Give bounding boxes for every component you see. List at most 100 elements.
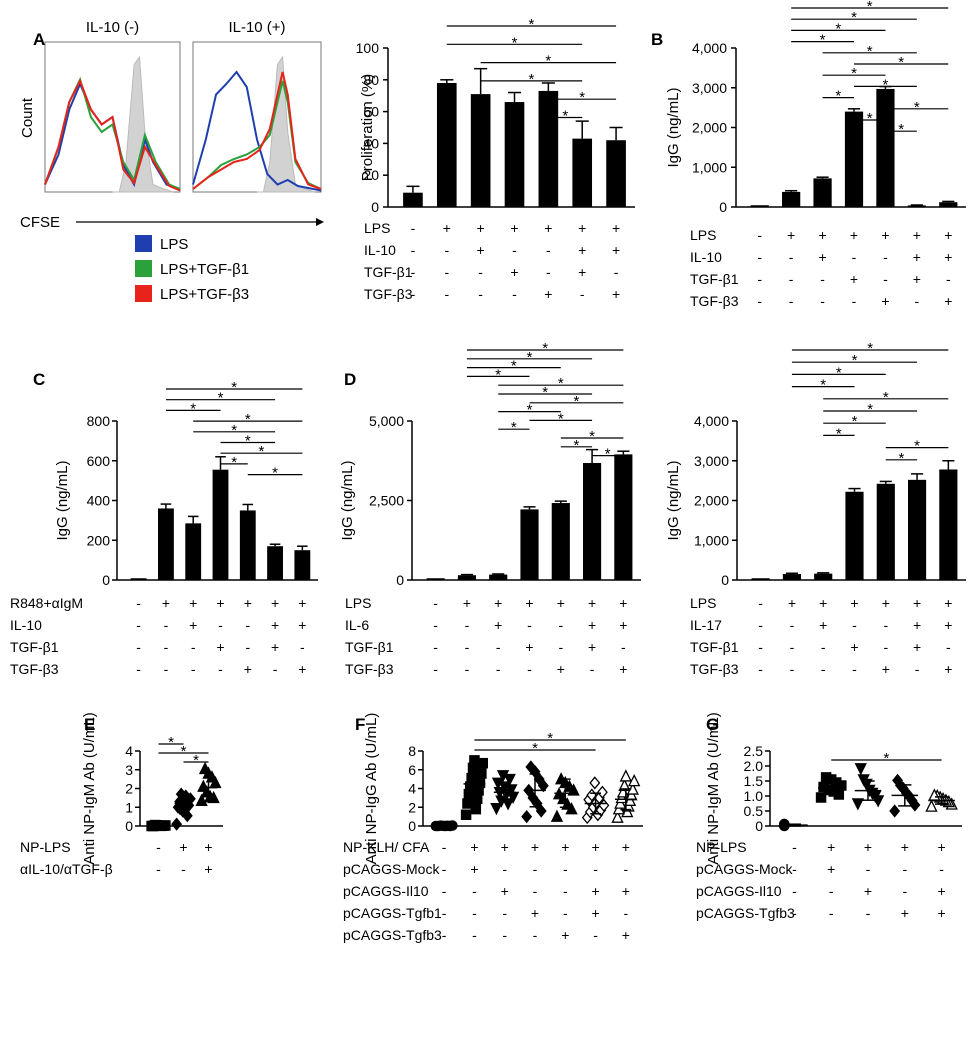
condition-mark: +: [544, 286, 552, 302]
condition-mark: +: [510, 264, 518, 280]
condition-mark: +: [881, 227, 889, 243]
condition-mark: +: [443, 220, 451, 236]
condition-mark: -: [496, 639, 501, 655]
condition-mark: +: [622, 839, 630, 855]
condition-mark: +: [913, 639, 921, 655]
condition-mark: -: [580, 286, 585, 302]
y-tick-label: 3,000: [692, 80, 727, 96]
condition-mark: +: [850, 271, 858, 287]
cfse-arrow-head: [316, 218, 324, 226]
condition-mark: +: [162, 595, 170, 611]
significance-star: *: [190, 400, 196, 417]
y-tick-label: 1,000: [694, 532, 729, 548]
y-tick-label: 2,500: [369, 493, 404, 509]
condition-mark: -: [902, 883, 907, 899]
significance-star: *: [820, 32, 826, 49]
histogram-frame: [192, 41, 322, 193]
significance-star: *: [511, 358, 517, 375]
y-axis-label: IgG (ng/mL): [665, 87, 682, 167]
condition-label: NP-LPS: [696, 839, 747, 855]
condition-mark: +: [944, 617, 952, 633]
condition-mark: +: [588, 595, 596, 611]
condition-label: pCAGGS-Tgfb1: [343, 905, 442, 921]
condition-mark: -: [533, 861, 538, 877]
panel-label-c: C: [33, 370, 45, 389]
condition-label: TGF-β3: [690, 661, 739, 677]
condition-mark: +: [612, 286, 620, 302]
condition-mark: -: [164, 661, 169, 677]
significance-star: *: [914, 99, 920, 116]
significance-star: *: [562, 108, 568, 125]
y-tick-label: 6: [408, 762, 416, 778]
data-point: [197, 779, 210, 792]
significance-star: *: [218, 390, 224, 407]
significance-star: *: [532, 740, 538, 757]
condition-label: TGF-β3: [690, 293, 739, 309]
condition-label: pCAGGS-Mock: [343, 861, 440, 877]
y-axis-label: Anti NP-IgM Ab (U/mL): [705, 712, 722, 865]
data-point: [525, 760, 537, 774]
significance-star: *: [542, 340, 548, 357]
condition-mark: -: [478, 264, 483, 280]
condition-mark: -: [136, 595, 141, 611]
condition-mark: +: [531, 905, 539, 921]
significance-star: *: [898, 54, 904, 71]
condition-mark: -: [590, 661, 595, 677]
condition-mark: -: [502, 927, 507, 943]
panel-label-g: G: [706, 715, 719, 734]
chart-a-histograms: IL-10 (-) IL-10 (+) Count CFSE LPS LPS+TGF-β1…: [19, 19, 324, 303]
legend-swatch: [135, 260, 152, 277]
y-tick-label: 3,000: [694, 453, 729, 469]
bar: [606, 140, 626, 207]
significance-star: *: [545, 53, 551, 70]
condition-mark: +: [787, 227, 795, 243]
condition-mark: -: [792, 861, 797, 877]
condition-mark: -: [164, 617, 169, 633]
y-tick-label: 0: [371, 199, 379, 215]
y-tick-label: 1.5: [744, 773, 764, 789]
condition-mark: +: [850, 639, 858, 655]
y-tick-label: 4: [408, 781, 416, 797]
bar: [614, 454, 633, 580]
significance-star: *: [867, 110, 873, 127]
y-tick-label: 8: [408, 743, 416, 759]
significance-star: *: [512, 34, 518, 51]
significance-star: *: [168, 734, 174, 751]
condition-mark: +: [938, 839, 946, 855]
condition-mark: -: [563, 883, 568, 899]
condition-mark: -: [757, 227, 762, 243]
condition-mark: +: [881, 293, 889, 309]
data-point: [195, 793, 208, 806]
condition-mark: -: [614, 264, 619, 280]
condition-mark: -: [442, 861, 447, 877]
data-point: [925, 799, 938, 812]
condition-mark: -: [546, 264, 551, 280]
condition-mark: +: [913, 271, 921, 287]
condition-mark: -: [758, 617, 763, 633]
condition-mark: -: [829, 883, 834, 899]
y-tick-label: 0: [408, 818, 416, 834]
y-tick-label: 5,000: [369, 413, 404, 429]
y-tick-label: 0: [125, 818, 133, 834]
condition-label: IL-6: [345, 617, 369, 633]
data-point: [470, 803, 482, 815]
bar: [907, 479, 927, 580]
condition-mark: +: [216, 639, 224, 655]
condition-mark: -: [558, 617, 563, 633]
condition-mark: -: [444, 242, 449, 258]
bar: [907, 205, 926, 207]
condition-label: TGF-β3: [345, 661, 394, 677]
condition-mark: -: [593, 861, 598, 877]
condition-label: TGF-β1: [690, 271, 739, 287]
condition-mark: -: [527, 661, 532, 677]
condition-mark: +: [819, 595, 827, 611]
condition-mark: +: [612, 242, 620, 258]
condition-mark: -: [821, 661, 826, 677]
condition-label: R848+αIgM: [10, 595, 83, 611]
condition-mark: +: [578, 264, 586, 280]
y-tick-label: 4,000: [694, 413, 729, 429]
condition-mark: +: [477, 220, 485, 236]
significance-star: *: [547, 730, 553, 747]
y-tick-label: 0: [719, 199, 727, 215]
significance-star: *: [558, 410, 564, 427]
